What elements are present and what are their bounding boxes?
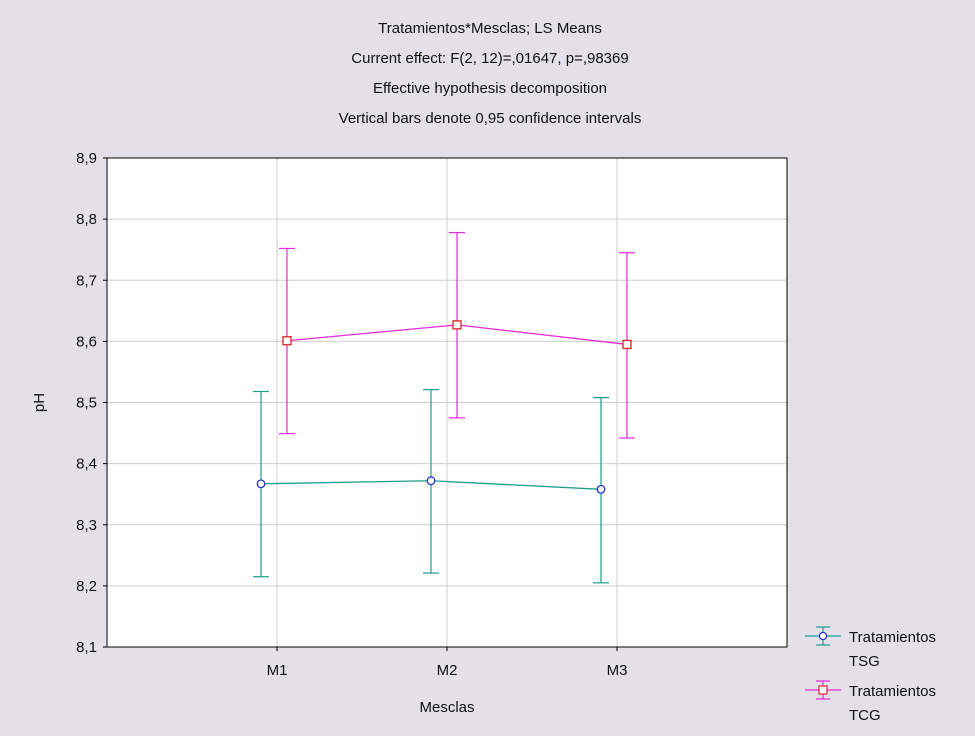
data-point (622, 339, 632, 350)
x-axis-ticks: M1 M2 M3 (267, 647, 628, 679)
data-point (256, 479, 266, 489)
y-tick-label: 8,2 (76, 578, 97, 595)
x-tick-label: M1 (267, 662, 288, 679)
y-tick-label: 8,1 (76, 639, 97, 656)
y-axis-ticks: 8,1 8,2 8,3 8,4 8,5 8,6 8,7 8,8 8,9 (76, 150, 107, 656)
y-axis-title: pH (31, 393, 48, 412)
series-0 (253, 389, 609, 584)
title-line: Vertical bars denote 0,95 confidence int… (339, 110, 642, 127)
x-axis-title: Mesclas (419, 699, 474, 716)
data-point (596, 484, 606, 494)
y-tick-label: 8,4 (76, 456, 97, 473)
legend-label: TCG (849, 707, 881, 724)
chart-title: Tratamientos*Mesclas; LS Means Current ef… (339, 20, 642, 127)
legend-label: TSG (849, 653, 880, 670)
y-tick-label: 8,8 (76, 211, 97, 228)
data-point (426, 476, 436, 486)
y-tick-label: 8,5 (76, 395, 97, 412)
y-tick-label: 8,3 (76, 517, 97, 534)
series-1 (279, 231, 635, 439)
title-line: Effective hypothesis decomposition (373, 80, 607, 97)
x-tick-label: M3 (607, 662, 628, 679)
x-tick-label: M2 (437, 662, 458, 679)
legend-item-1: Tratamientos TCG (805, 680, 936, 724)
y-tick-label: 8,9 (76, 150, 97, 167)
data-point (452, 320, 462, 330)
legend-item-0: Tratamientos TSG (805, 626, 936, 670)
data-point (282, 336, 292, 346)
title-line: Current effect: F(2, 12)=,01647, p=,9836… (351, 50, 628, 67)
title-line: Tratamientos*Mesclas; LS Means (378, 20, 602, 37)
y-tick-label: 8,7 (76, 272, 97, 289)
y-tick-label: 8,6 (76, 333, 97, 350)
legend: Tratamientos TSG Tratamientos TCG (805, 626, 936, 724)
legend-marker (818, 631, 828, 641)
legend-marker (818, 685, 828, 695)
series-layer (253, 231, 635, 584)
legend-label: Tratamientos (849, 629, 936, 646)
legend-label: Tratamientos (849, 683, 936, 700)
